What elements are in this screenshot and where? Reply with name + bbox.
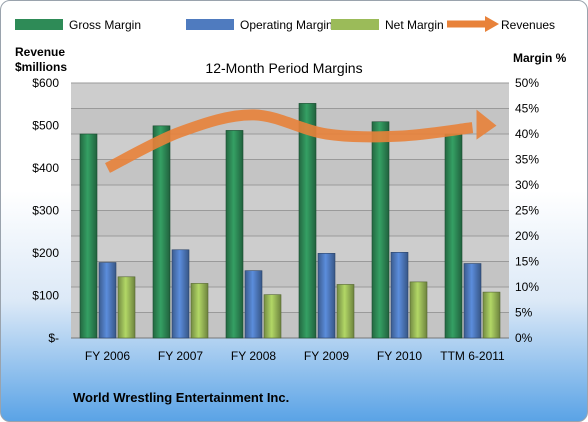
bar-net-margin [117, 276, 136, 339]
right-tick-label: 50% [515, 76, 539, 90]
right-tick-label: 45% [515, 102, 539, 116]
right-tick-label: 20% [515, 229, 539, 243]
revenues-line [105, 109, 474, 173]
legend-label-gross-margin: Gross Margin [69, 18, 141, 32]
legend-swatch-gross-margin [15, 19, 63, 30]
bar-gross-margin [225, 130, 244, 339]
plot-band [71, 185, 509, 211]
right-tick-label: 10% [515, 280, 539, 294]
bar-net-margin [336, 284, 355, 339]
plot-band [71, 287, 509, 313]
legend-swatch-operating-margin [186, 19, 234, 30]
legend-swatch-net-margin [331, 19, 379, 30]
left-tick-label: $400 [32, 161, 59, 175]
x-tick-label: FY 2006 [85, 349, 130, 363]
right-tick-label: 0% [515, 331, 533, 345]
bar-gross-margin [152, 125, 171, 339]
right-axis-ticks: 0% 5% 10% 15% 20% 25% 30% 35% 40% 45% 50% [515, 76, 539, 345]
left-axis-title-line1: Revenue [15, 45, 65, 59]
x-tick-label: FY 2007 [158, 349, 203, 363]
right-tick-label: 25% [515, 204, 539, 218]
x-tick-label: TTM 6-2011 [440, 349, 505, 363]
legend-label-net-margin: Net Margin [385, 18, 444, 32]
left-tick-label: $100 [32, 289, 59, 303]
bar-operating-margin [244, 270, 263, 339]
legend: Gross Margin Operating Margin Net Margin… [15, 16, 555, 32]
bar-net-margin [190, 283, 209, 339]
legend-label-revenues: Revenues [501, 18, 555, 32]
x-tick-label: FY 2009 [304, 349, 349, 363]
left-tick-label: $500 [32, 119, 59, 133]
left-tick-label: $- [48, 331, 59, 345]
chart-title: 12-Month Period Margins [205, 60, 362, 76]
left-axis-title-line2: $millions [15, 60, 67, 74]
legend-swatch-revenues [447, 16, 499, 32]
left-axis-ticks: $- $100 $200 $300 $400 $500 $600 [32, 76, 59, 345]
bar-net-margin [263, 294, 282, 339]
right-tick-label: 30% [515, 178, 539, 192]
right-axis-title: Margin % [513, 51, 567, 65]
left-tick-label: $200 [32, 246, 59, 260]
bar-operating-margin [317, 253, 336, 339]
legend-label-operating-margin: Operating Margin [240, 18, 333, 32]
left-tick-label: $300 [32, 204, 59, 218]
bar-operating-margin [390, 252, 409, 339]
x-tick-label: FY 2010 [377, 349, 422, 363]
bar-operating-margin [98, 262, 117, 339]
revenues-arrowhead [476, 109, 497, 140]
x-tick-label: FY 2008 [231, 349, 276, 363]
bar-operating-margin [463, 263, 482, 339]
right-tick-label: 15% [515, 255, 539, 269]
bar-gross-margin [444, 133, 463, 339]
bar-gross-margin [371, 121, 390, 339]
right-tick-label: 40% [515, 127, 539, 141]
bar-net-margin [482, 291, 501, 339]
plot-band [71, 236, 509, 262]
x-axis-ticks: FY 2006 FY 2007 FY 2008 FY 2009 FY 2010 TTM 6… [85, 349, 505, 363]
bar-net-margin [409, 281, 428, 339]
bar-gross-margin [298, 103, 317, 339]
bar-operating-margin [171, 249, 190, 339]
right-tick-label: 5% [515, 306, 533, 320]
company-name: World Wrestling Entertainment Inc. [73, 390, 289, 405]
plot-area [71, 82, 509, 339]
left-tick-label: $600 [32, 76, 59, 90]
right-tick-label: 35% [515, 153, 539, 167]
plot-band [71, 83, 509, 109]
bar-gross-margin [79, 133, 98, 339]
